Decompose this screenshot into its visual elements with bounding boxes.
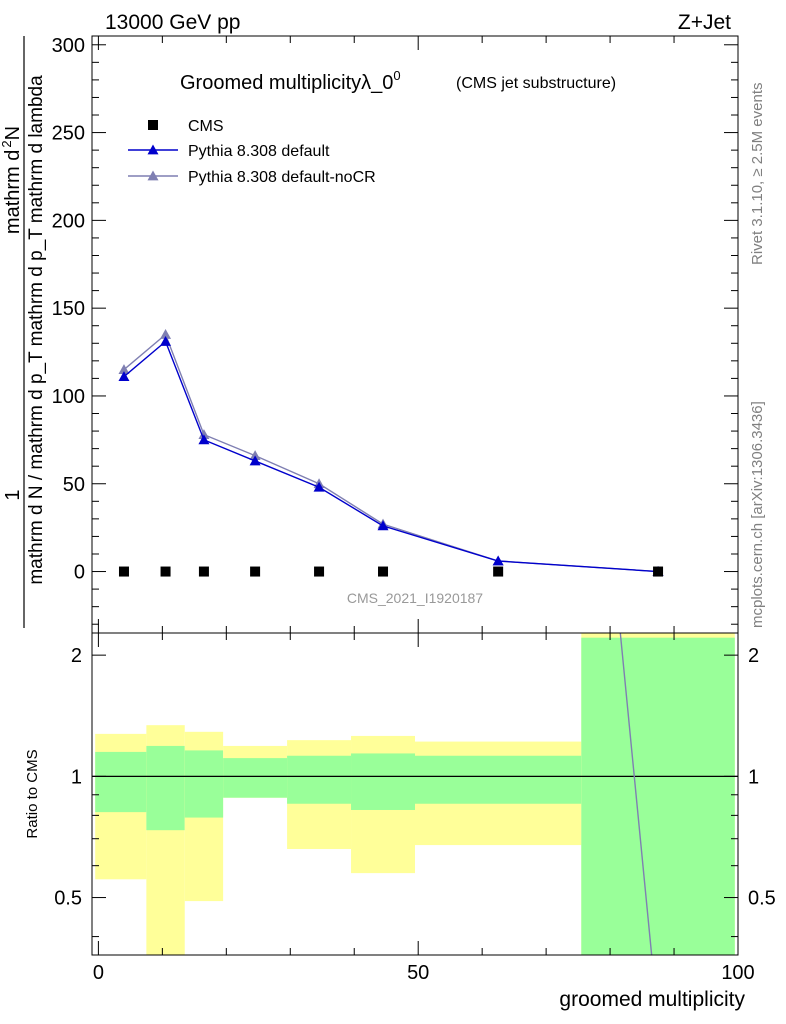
- data-point: [378, 566, 389, 577]
- main-ytick-label: 100: [52, 386, 85, 408]
- data-point: [198, 566, 209, 577]
- ylabel-numerator: mathrm d2N: [0, 126, 24, 234]
- legend-marker: [147, 144, 159, 155]
- series-marker: [377, 520, 389, 531]
- main-panel: 0 50 100 150 200 250 300 Groomed multiplicityλ…: [52, 35, 739, 634]
- ratio-ytick-label-right: 0.5: [748, 888, 776, 910]
- legend-label: Pythia 8.308 default: [188, 143, 330, 160]
- series-marker: [313, 481, 325, 492]
- series-line: [123, 340, 659, 573]
- series-line: [123, 333, 659, 573]
- data-point: [314, 566, 325, 577]
- data-point: [118, 566, 129, 577]
- main-ytick-label: 300: [52, 35, 85, 57]
- main-ytick-label: 0: [74, 562, 85, 584]
- main-ytick-label: 200: [52, 210, 85, 232]
- ratio-line: [619, 632, 653, 956]
- series-marker: [492, 555, 504, 566]
- ratio-ytick-label-right: 1: [748, 766, 759, 788]
- ylabel-prefix: 1: [2, 489, 24, 500]
- uncertainty-band-inner: [351, 753, 415, 810]
- main-ytick-label: 50: [63, 474, 85, 496]
- main-ytick-label: 250: [52, 123, 85, 145]
- ratio-ytick-label-right: 2: [748, 645, 759, 667]
- header-left: 13000 GeV pp: [105, 11, 240, 34]
- series-marker: [198, 429, 210, 439]
- series-marker: [249, 455, 261, 466]
- chart-subtitle: (CMS jet substructure): [456, 75, 616, 92]
- series-marker: [118, 364, 130, 375]
- xtick-label: 100: [721, 962, 754, 984]
- xtick-label: 0: [93, 962, 104, 984]
- uncertainty-band-inner: [581, 637, 735, 955]
- mcplots-label: mcplots.cern.ch [arXiv:1306.3436]: [749, 401, 766, 628]
- series-marker: [160, 329, 172, 339]
- series-marker: [198, 434, 210, 445]
- ratio-ytick-label: 2: [71, 645, 82, 667]
- uncertainty-band-inner: [95, 751, 147, 813]
- series-marker: [118, 371, 130, 382]
- legend: CMS Pythia 8.308 default Pythia 8.308 defa…: [128, 118, 376, 186]
- ratio-ytick-label: 0.5: [54, 888, 82, 910]
- xlabel: groomed multiplicity: [559, 988, 745, 1011]
- uncertainty-band-inner: [223, 758, 288, 798]
- header-right: Z+Jet: [678, 11, 731, 34]
- series-marker: [160, 336, 172, 346]
- series-marker: [249, 450, 261, 461]
- uncertainty-band-inner: [415, 755, 582, 804]
- data-point: [160, 566, 171, 577]
- ratio-ylabel: Ratio to CMS: [24, 749, 41, 838]
- legend-label: Pythia 8.308 default-noCR: [188, 169, 376, 186]
- watermark: CMS_2021_I1920187: [347, 590, 483, 606]
- uncertainty-band-inner: [184, 750, 224, 818]
- legend-marker: [148, 120, 158, 130]
- ratio-ytick-label: 1: [71, 766, 82, 788]
- data-point: [250, 566, 261, 577]
- uncertainty-band-inner: [146, 745, 185, 831]
- legend-marker: [147, 170, 159, 181]
- ylabel-denominator: mathrm d N / mathrm d p_T mathrm d p_T m…: [26, 75, 47, 585]
- ratio-panel: 0.5 0.5 1 1 2 2 0 50 100 Ratio to CMS groomed mu…: [24, 632, 776, 1011]
- chart-title: Groomed multiplicityλ_00: [180, 68, 401, 94]
- rivet-label: Rivet 3.1.10, ≥ 2.5M events: [749, 83, 766, 266]
- data-point: [653, 566, 664, 577]
- xtick-label: 50: [407, 962, 429, 984]
- main-ylabel: 1 mathrm d2N mathrm d N / mathrm d p_T m…: [0, 36, 47, 628]
- main-ytick-label: 150: [52, 298, 85, 320]
- legend-label: CMS: [188, 118, 224, 135]
- uncertainty-band-inner: [287, 755, 352, 804]
- data-point: [493, 566, 504, 577]
- ratio-frame: [91, 632, 739, 956]
